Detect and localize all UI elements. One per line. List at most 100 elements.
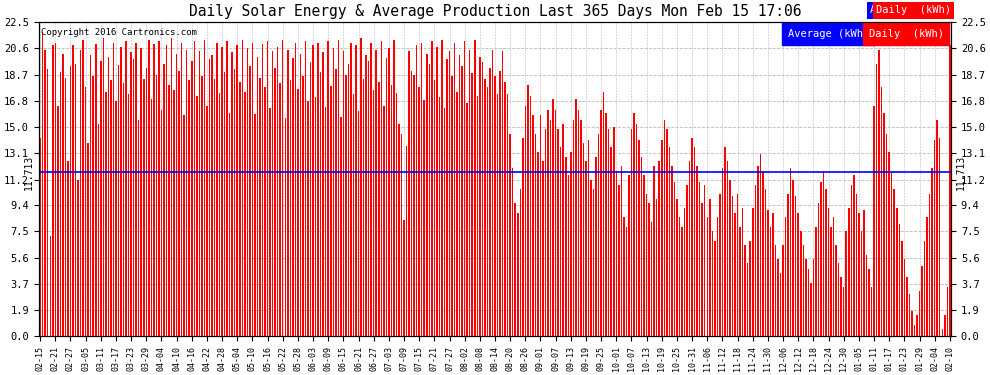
Bar: [499, 70, 501, 336]
Bar: [173, 90, 175, 336]
Bar: [577, 110, 579, 336]
Bar: [515, 203, 516, 336]
Bar: [535, 134, 537, 336]
Bar: [181, 43, 182, 336]
Bar: [370, 43, 372, 336]
Bar: [148, 40, 149, 336]
Bar: [155, 75, 157, 336]
Bar: [209, 60, 210, 336]
Text: Daily  (kWh): Daily (kWh): [876, 5, 951, 15]
Bar: [229, 112, 231, 336]
Bar: [691, 138, 693, 336]
Bar: [767, 210, 768, 336]
Bar: [717, 217, 718, 336]
Bar: [196, 96, 198, 336]
Bar: [891, 171, 893, 336]
Bar: [307, 101, 309, 336]
Bar: [264, 87, 265, 336]
Bar: [848, 207, 849, 336]
Bar: [363, 79, 364, 336]
Bar: [335, 69, 337, 336]
Bar: [686, 185, 688, 336]
Bar: [547, 110, 548, 336]
Bar: [570, 152, 571, 336]
Bar: [896, 207, 898, 336]
Bar: [153, 44, 154, 336]
Bar: [77, 180, 79, 336]
Bar: [138, 120, 140, 336]
Bar: [249, 66, 250, 336]
Bar: [934, 141, 936, 336]
Bar: [510, 134, 511, 336]
Bar: [330, 86, 332, 336]
Bar: [178, 70, 180, 336]
Bar: [648, 203, 649, 336]
Bar: [59, 72, 61, 336]
Bar: [795, 196, 797, 336]
Bar: [668, 147, 670, 336]
Bar: [725, 147, 726, 336]
Bar: [325, 107, 327, 336]
Bar: [444, 108, 446, 336]
Bar: [165, 45, 167, 336]
Bar: [785, 217, 786, 336]
Bar: [72, 45, 74, 336]
Bar: [603, 92, 605, 336]
Bar: [424, 100, 425, 336]
Bar: [527, 85, 529, 336]
Bar: [411, 70, 413, 336]
Bar: [567, 176, 569, 336]
Bar: [517, 213, 519, 336]
Bar: [269, 108, 271, 336]
Bar: [357, 111, 359, 336]
Bar: [360, 39, 361, 336]
Bar: [800, 231, 802, 336]
Bar: [375, 50, 377, 336]
Bar: [757, 166, 758, 336]
Bar: [845, 231, 847, 336]
Bar: [267, 41, 268, 336]
Bar: [141, 48, 142, 336]
Bar: [557, 129, 559, 336]
Bar: [474, 40, 475, 336]
Bar: [883, 112, 885, 336]
Bar: [871, 287, 872, 336]
Bar: [512, 168, 514, 336]
Bar: [318, 43, 319, 336]
Bar: [391, 85, 392, 336]
Bar: [126, 41, 127, 336]
Bar: [466, 103, 468, 336]
Bar: [199, 51, 200, 336]
Bar: [722, 168, 723, 336]
Bar: [881, 87, 882, 336]
Bar: [937, 120, 938, 336]
Bar: [810, 283, 812, 336]
Bar: [254, 114, 255, 336]
Bar: [742, 207, 743, 336]
Text: Copyright 2016 Cartronics.com: Copyright 2016 Cartronics.com: [41, 28, 197, 37]
Bar: [772, 213, 774, 336]
Bar: [338, 40, 340, 336]
Bar: [744, 245, 745, 336]
Bar: [368, 61, 369, 336]
Bar: [927, 217, 928, 336]
Bar: [429, 64, 430, 336]
Bar: [383, 105, 384, 336]
Bar: [842, 287, 844, 336]
Bar: [50, 236, 51, 336]
Bar: [702, 203, 703, 336]
Bar: [746, 264, 748, 336]
Bar: [873, 105, 875, 336]
Bar: [826, 189, 827, 336]
Bar: [297, 89, 299, 336]
Bar: [699, 182, 701, 336]
Bar: [719, 194, 721, 336]
Bar: [621, 166, 622, 336]
Bar: [204, 40, 205, 336]
Legend: Average (kWh), Daily  (kWh): Average (kWh), Daily (kWh): [785, 27, 945, 41]
Bar: [245, 92, 246, 336]
Bar: [704, 185, 706, 336]
Bar: [85, 87, 86, 336]
Bar: [234, 69, 236, 336]
Bar: [310, 62, 311, 336]
